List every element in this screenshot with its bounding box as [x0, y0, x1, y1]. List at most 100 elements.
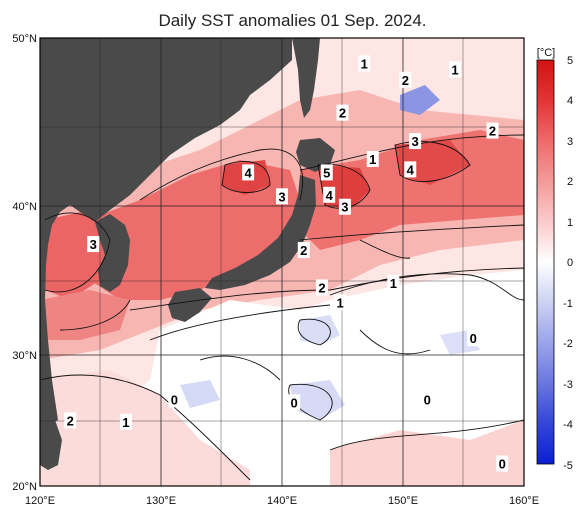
- colorbar-unit: [°C]: [537, 47, 555, 59]
- contour-label: 2: [315, 279, 328, 296]
- lat-label-50: 50°N: [12, 33, 37, 45]
- colorbar-tick-5: 5: [567, 55, 573, 67]
- lon-label-160: 160°E: [509, 495, 539, 507]
- contour-label-bg: [449, 61, 462, 78]
- contour-label-text: 0: [171, 392, 178, 407]
- colorbar-tick-m3: -3: [563, 379, 573, 391]
- anomaly-region-warm-yellow-sea: [45, 210, 110, 300]
- colorbar-tick-m5: -5: [563, 460, 573, 472]
- anomaly-region-cool-2: [290, 380, 345, 420]
- contour-label: 1: [366, 150, 379, 167]
- contour-label: 1: [449, 61, 462, 78]
- contour-label-bg: [168, 391, 181, 408]
- lon-label-150: 150°E: [388, 495, 418, 507]
- contour-label-text: 2: [67, 413, 74, 428]
- contour-label: 3: [276, 188, 288, 205]
- contour-label-text: 0: [345, 491, 352, 506]
- anomaly-region-ecs: [40, 290, 130, 340]
- land-korea: [95, 214, 130, 292]
- land-taiwan: [40, 420, 62, 470]
- contour-label: 3: [338, 198, 351, 215]
- contour-label-bg: [338, 198, 351, 215]
- anomaly-region-slight-warm-south: [40, 370, 250, 486]
- contour-label-text: 2: [318, 280, 325, 295]
- contour-label-text: 4: [245, 165, 253, 180]
- lat-label-40: 40°N: [12, 201, 37, 213]
- map-title: Daily SST anomalies 01 Sep. 2024.: [158, 11, 427, 30]
- contour-label-text: 3: [278, 189, 285, 204]
- contour-label-bg: [242, 164, 255, 181]
- contour-label-bg: [336, 104, 349, 121]
- contour-label: 0: [288, 394, 301, 411]
- contour-label-text: 1: [369, 152, 376, 167]
- contour-label: 3: [87, 236, 100, 253]
- lon-label-120: 120°E: [25, 495, 55, 507]
- contour-label-bg: [358, 55, 371, 72]
- contour-label: 0: [168, 391, 181, 408]
- anomaly-region-cool-3: [180, 380, 220, 408]
- contour-label-bg: [366, 150, 379, 167]
- contour-label-bg: [320, 164, 333, 181]
- contour-label: 3: [409, 133, 422, 150]
- contour-label-text: 1: [390, 276, 397, 291]
- contour-label-bg: [323, 186, 336, 203]
- contour-label: 0: [343, 490, 355, 506]
- contour-label-text: 4: [326, 188, 334, 203]
- lon-label-140: 140°E: [267, 495, 297, 507]
- contour-label-text: 2: [489, 124, 496, 139]
- colorbar-tick-m2: -2: [563, 338, 573, 350]
- contour-lines: [40, 134, 524, 481]
- contour-label-text: 1: [361, 56, 368, 71]
- lon-label-130: 130°E: [146, 495, 176, 507]
- lat-label-20: 20°N: [12, 481, 37, 493]
- colorbar-gradient: [536, 59, 555, 465]
- contour-label-text: 2: [339, 106, 346, 121]
- contour-label-bg: [64, 412, 77, 429]
- contour-label: 0: [467, 330, 480, 347]
- contour-label-bg: [409, 133, 422, 150]
- contour-label-text: 1: [122, 415, 129, 430]
- contour-label-bg: [399, 71, 412, 88]
- lat-label-30: 30°N: [12, 350, 37, 362]
- axes-labels: 50°N 40°N 30°N 20°N 120°E 130°E 140°E 15…: [12, 33, 539, 507]
- contour-label-bg: [496, 455, 509, 472]
- contour-label: 4: [323, 186, 336, 203]
- anomaly-region-cool-1: [300, 315, 340, 345]
- colorbar-tick-0: 0: [567, 257, 573, 269]
- contour-label-text: 3: [411, 134, 418, 149]
- contour-label-bg: [87, 236, 100, 253]
- colorbar-tick-m1: -1: [563, 298, 573, 310]
- land-island-small: [185, 123, 195, 129]
- contour-label: 1: [119, 413, 132, 430]
- contour-label: 2: [336, 104, 349, 121]
- contour-label: 5: [320, 164, 333, 181]
- contour-label-bg: [486, 122, 499, 139]
- contour-label: 1: [358, 55, 371, 72]
- colorbar-tick-1: 1: [567, 217, 573, 229]
- colorbar-tick-4: 4: [567, 95, 573, 107]
- contour-label: 4: [242, 164, 255, 181]
- contour-label-text: 1: [336, 295, 343, 310]
- contour-label-text: 3: [90, 237, 97, 252]
- contour-label-bg: [404, 161, 417, 178]
- colorbar: [°C] 5 4 3 2 1 0 -1 -2 -3 -4 -5: [536, 47, 573, 472]
- contour-label-bg: [119, 413, 132, 430]
- colorbar-tick-3: 3: [567, 136, 573, 148]
- contour-label-bg: [315, 279, 328, 296]
- contour-label: 4: [404, 161, 417, 178]
- contour-label: 2: [297, 242, 310, 259]
- contour-label-text: 0: [290, 395, 297, 410]
- contour-label-text: 0: [470, 331, 477, 346]
- contour-label-text: 0: [424, 392, 431, 407]
- contour-label-bg: [343, 490, 355, 506]
- contour-label-bg: [288, 394, 301, 411]
- contour-label-text: 3: [341, 200, 348, 215]
- land-hokkaido: [296, 138, 335, 172]
- land-kyushu-shikoku: [168, 288, 212, 322]
- colorbar-tick-m4: -4: [563, 419, 573, 431]
- contour-label: 1: [334, 294, 347, 311]
- contour-label: 0: [496, 455, 509, 472]
